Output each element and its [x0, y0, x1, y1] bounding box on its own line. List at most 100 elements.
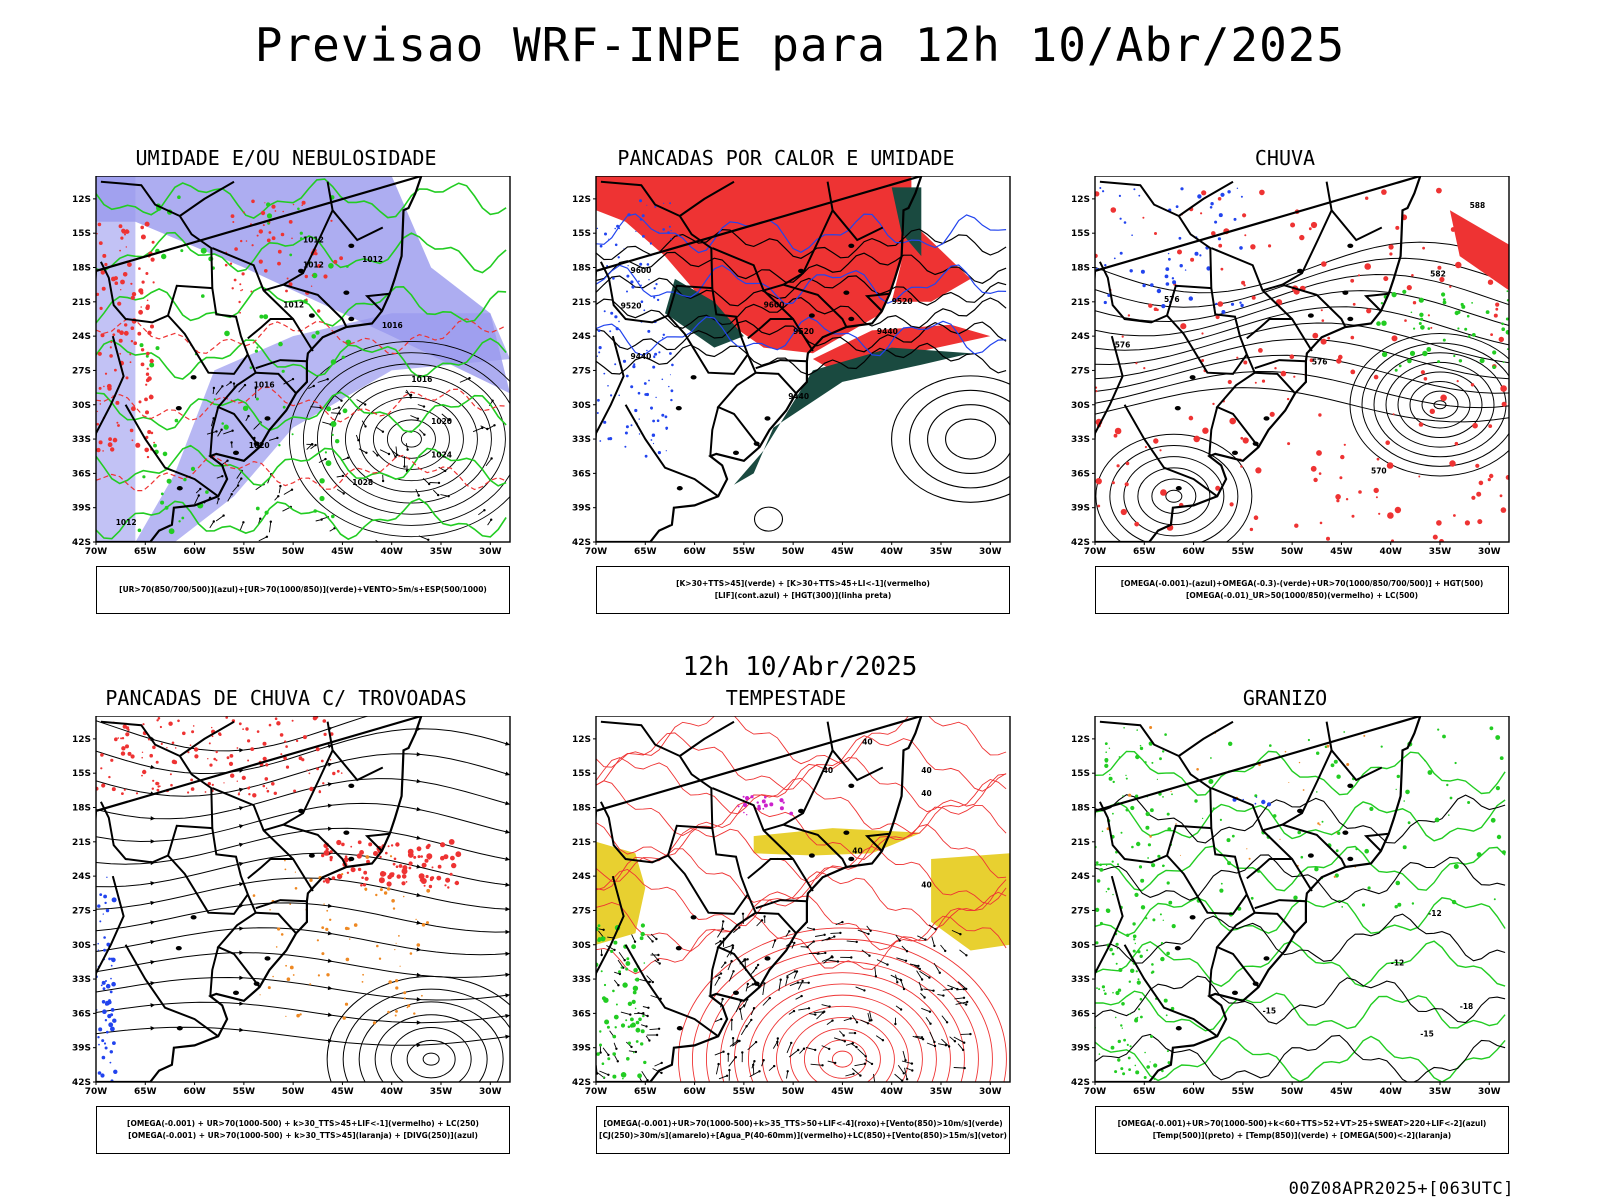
map-plot: 9600 9600 9520 9520 9520 9440 9440 9440 12S 15S 18… [572, 176, 1011, 557]
lat-tick-label: 12S [72, 735, 91, 745]
contour-label: 40 [921, 881, 931, 890]
legend-box: [OMEGA(-0.001)+UR>70(1000-500)+k<60+TTS>… [1095, 1106, 1509, 1154]
lat-tick-label: 42S [1071, 1078, 1090, 1088]
lat-tick-label: 15S [572, 229, 591, 239]
lon-tick-label: 30W [1478, 1087, 1501, 1097]
lat-tick-label: 24S [72, 872, 91, 882]
map-plot: 40 40 40 40 40 40 12S 15S 18S 21S 24S 27S 30S 33S 36S 3… [572, 716, 1011, 1097]
contour-label: 40 [862, 738, 872, 747]
lon-tick-label: 50W [782, 547, 805, 557]
map-frame [1094, 716, 1510, 1083]
lat-tick-label: 15S [72, 769, 91, 779]
lat-tick-label: 12S [572, 195, 591, 205]
lat-tick-label: 30S [572, 401, 591, 411]
legend-line: [OMEGA(-0.001)+UR>70(1000-500)+k<60+TTS>… [1117, 1119, 1487, 1128]
lat-tick-label: 18S [72, 264, 91, 274]
lat-tick-label: 33S [572, 435, 591, 445]
mid-title: 12h 10/Abr/2025 [682, 652, 918, 682]
lon-tick-label: 60W [183, 1087, 206, 1097]
lat-tick-label: 36S [72, 469, 91, 479]
legend-line: [UR>70(850/700/500)](azul)+[UR>70(1000/8… [119, 585, 487, 594]
lon-tick-label: 50W [282, 1087, 305, 1097]
lat-tick-label: 42S [572, 1078, 591, 1088]
lat-tick-label: 42S [72, 538, 91, 548]
contour-label: 40 [823, 766, 833, 775]
lon-tick-label: 55W [733, 1087, 756, 1097]
contour-label: -12 [1391, 958, 1405, 967]
lat-tick-label: 36S [72, 1009, 91, 1019]
lon-tick-label: 30W [479, 547, 502, 557]
lon-tick-label: 50W [282, 547, 305, 557]
map-fields [96, 716, 510, 1082]
panel-pancadas-calor: PANCADAS POR CALOR E UMIDADE 9600 9600 9520… [560, 146, 1012, 624]
map-plot: 1012101210121012101610161020102010241028… [72, 176, 511, 557]
lat-tick-label: 24S [72, 332, 91, 342]
contour-label: 1012 [303, 235, 324, 244]
contour-label: 1012 [362, 255, 383, 264]
lon-tick-label: 35W [1429, 1087, 1452, 1097]
lon-tick-label: 30W [979, 547, 1002, 557]
lat-tick-label: 39S [1071, 1044, 1090, 1054]
contour-label: 1028 [352, 478, 373, 487]
lon-tick-label: 70W [85, 1087, 108, 1097]
panel-tempestade: TEMPESTADE 40 40 40 40 40 40 12S 15S 18S 21S 24S 27S… [560, 686, 1012, 1164]
legend-line: [OMEGA(-0.001)-(azul)+OMEGA(-0.3)-(verde… [1120, 579, 1484, 588]
lon-tick-label: 70W [585, 1087, 608, 1097]
lat-tick-label: 33S [572, 975, 591, 985]
contour-label: 1012 [116, 518, 137, 527]
contour-label: 9440 [631, 352, 652, 361]
lon-tick-label: 60W [683, 1087, 706, 1097]
contour-label: 576 [1115, 341, 1131, 350]
lat-tick-label: 27S [72, 906, 91, 916]
lat-tick-label: 15S [1071, 769, 1090, 779]
lon-tick-label: 40W [880, 547, 903, 557]
panel-title: TEMPESTADE [725, 686, 847, 710]
lon-tick-label: 45W [1330, 1087, 1353, 1097]
lat-tick-label: 21S [72, 838, 91, 848]
lon-tick-label: 30W [979, 1087, 1002, 1097]
contour-label: 1012 [303, 261, 324, 270]
contour-label: 1016 [254, 381, 275, 390]
lon-tick-label: 30W [479, 1087, 502, 1097]
lat-tick-label: 21S [572, 298, 591, 308]
lon-tick-label: 50W [1281, 547, 1304, 557]
lat-tick-label: 18S [1071, 264, 1090, 274]
contour-label: 1012 [283, 301, 304, 310]
lat-tick-label: 21S [72, 298, 91, 308]
lon-tick-label: 30W [1478, 547, 1501, 557]
contour-label: 1020 [431, 417, 452, 426]
lat-tick-label: 15S [72, 229, 91, 239]
contour-label: 1024 [431, 450, 452, 459]
lat-tick-label: 36S [1071, 469, 1090, 479]
lon-tick-label: 65W [134, 1087, 157, 1097]
lat-tick-label: 27S [572, 366, 591, 376]
lon-tick-label: 40W [1379, 1087, 1402, 1097]
map-base [1095, 176, 1422, 542]
lat-tick-label: 42S [72, 1078, 91, 1088]
lat-tick-label: 21S [1071, 298, 1090, 308]
lat-tick-label: 39S [572, 1044, 591, 1054]
lat-tick-label: 36S [572, 1009, 591, 1019]
lon-tick-label: 65W [634, 547, 657, 557]
lon-tick-label: 35W [930, 547, 953, 557]
legend-line: [OMEGA(-0.001) + UR>70(1000-500) + k>30_… [128, 1131, 478, 1140]
map-plot: -12 -12 -15 -15 -18 12S 15S 18S 21S 24S 27S 30S 33S 3… [1071, 716, 1510, 1097]
lat-tick-label: 30S [572, 941, 591, 951]
lat-tick-label: 21S [572, 838, 591, 848]
map-plot: 58858257657657657012S15S18S21S24S27S30S3… [1071, 176, 1510, 557]
panel-title: CHUVA [1254, 146, 1316, 170]
contour-label: 9600 [764, 301, 785, 310]
contour-label: -12 [1428, 909, 1442, 918]
lon-tick-label: 60W [183, 547, 206, 557]
lon-tick-label: 70W [85, 547, 108, 557]
lat-tick-label: 24S [1071, 872, 1090, 882]
lat-tick-label: 24S [572, 872, 591, 882]
lat-tick-label: 42S [1071, 538, 1090, 548]
lat-tick-label: 27S [1071, 366, 1090, 376]
lon-tick-label: 45W [831, 547, 854, 557]
map-base [596, 716, 923, 1082]
lon-tick-label: 45W [831, 1087, 854, 1097]
lat-tick-label: 18S [72, 804, 91, 814]
lat-tick-label: 24S [1071, 332, 1090, 342]
